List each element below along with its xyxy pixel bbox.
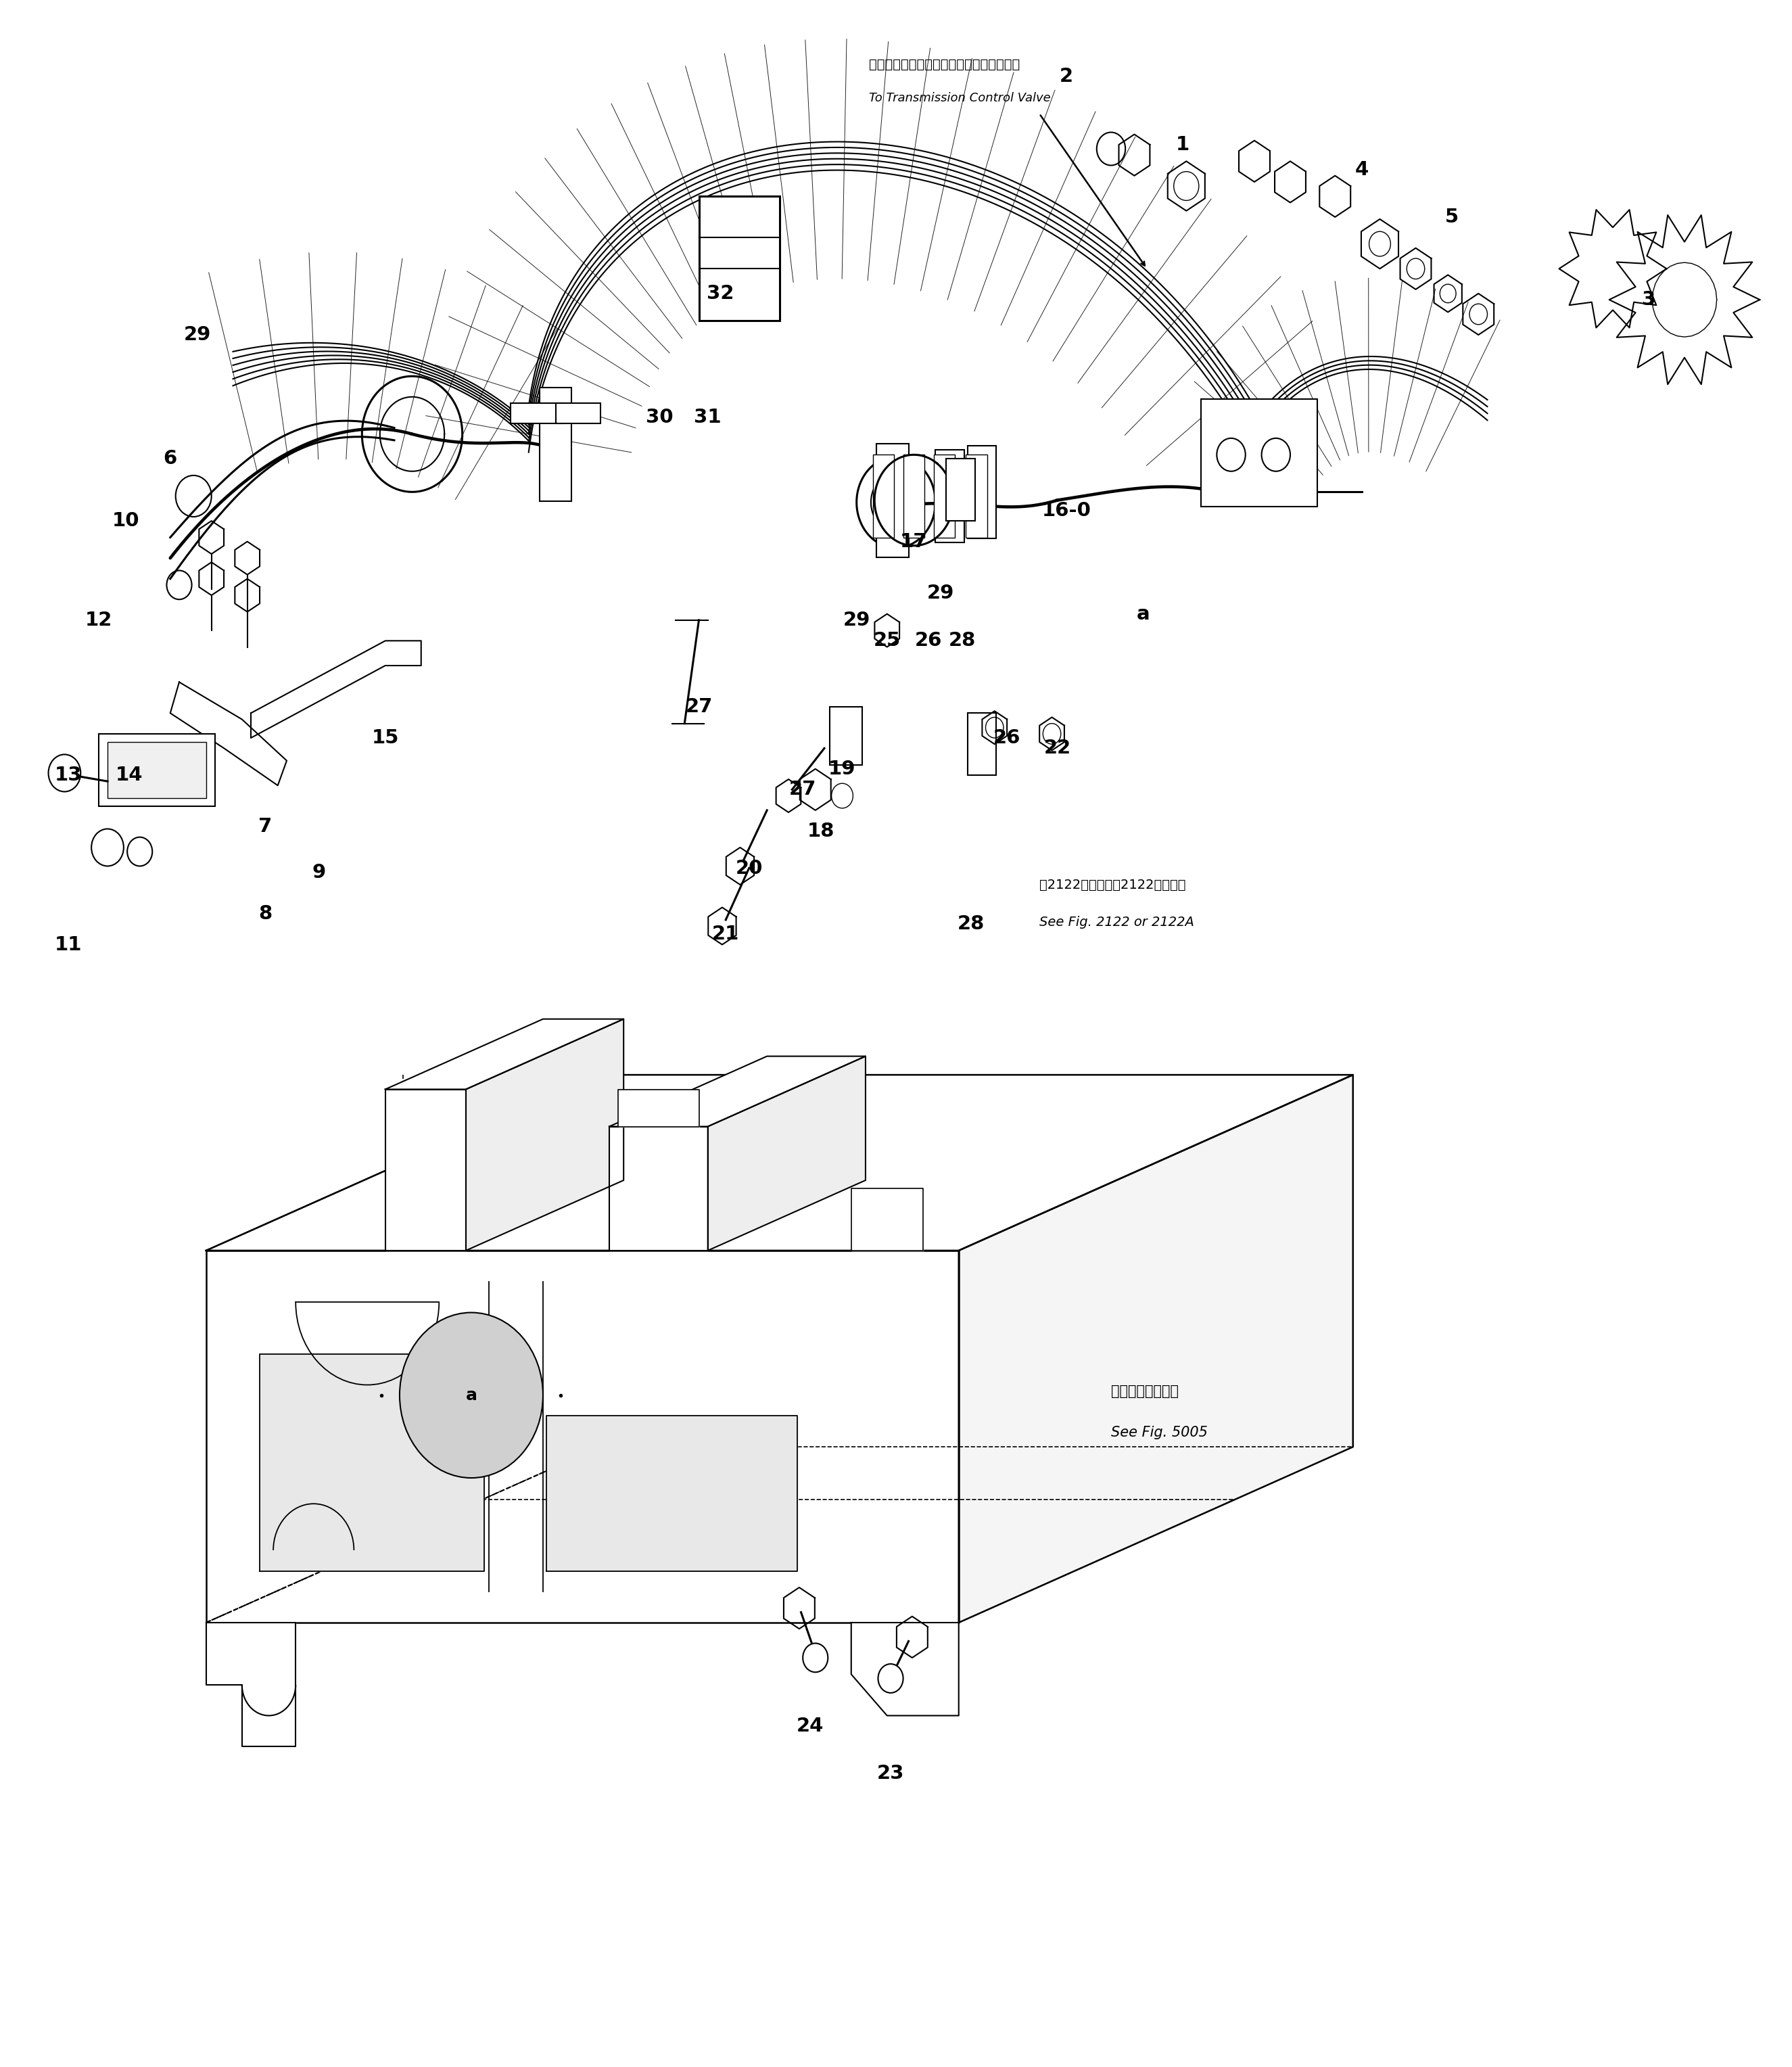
Text: 12: 12: [84, 610, 113, 630]
Text: 25: 25: [873, 630, 901, 651]
Text: 1: 1: [1176, 134, 1190, 155]
Text: 第2122図または第2122Ａ図参照: 第2122図または第2122Ａ図参照: [1039, 878, 1186, 891]
Circle shape: [400, 1313, 543, 1478]
Text: 24: 24: [796, 1716, 824, 1736]
Bar: [946, 459, 975, 521]
Text: 6: 6: [163, 449, 177, 469]
Bar: [903, 455, 925, 537]
Polygon shape: [609, 1127, 708, 1251]
Polygon shape: [260, 1354, 484, 1571]
Polygon shape: [170, 682, 287, 785]
Polygon shape: [206, 1251, 959, 1623]
Polygon shape: [385, 1019, 624, 1089]
Bar: [99, 734, 215, 806]
Text: 26: 26: [914, 630, 943, 651]
Polygon shape: [851, 1623, 959, 1716]
Text: 22: 22: [1043, 738, 1072, 759]
Text: 13: 13: [54, 765, 82, 785]
Text: 27: 27: [685, 697, 713, 717]
Polygon shape: [466, 1019, 624, 1251]
Text: 3: 3: [1641, 289, 1656, 310]
Text: 10: 10: [111, 511, 140, 531]
Text: 32: 32: [706, 283, 735, 304]
Text: 28: 28: [957, 914, 986, 934]
Polygon shape: [609, 1056, 866, 1127]
Text: 21: 21: [711, 924, 740, 945]
Bar: [830, 707, 862, 765]
Bar: [873, 455, 894, 537]
Text: 19: 19: [828, 759, 857, 779]
Polygon shape: [959, 1075, 1353, 1623]
Text: 14: 14: [115, 765, 143, 785]
Bar: [1201, 399, 1317, 506]
Text: 第５００５図参照: 第５００５図参照: [1111, 1385, 1179, 1397]
Text: 23: 23: [876, 1763, 905, 1784]
Text: 27: 27: [788, 779, 817, 800]
Polygon shape: [251, 641, 421, 738]
Circle shape: [803, 1643, 828, 1672]
Text: 29: 29: [842, 610, 871, 630]
Text: 15: 15: [371, 728, 400, 748]
Circle shape: [878, 1664, 903, 1693]
Polygon shape: [385, 1089, 466, 1251]
Bar: [699, 196, 780, 320]
Bar: [934, 455, 955, 537]
Text: 11: 11: [54, 934, 82, 955]
Bar: [968, 444, 996, 537]
Text: 5: 5: [1444, 207, 1459, 227]
Polygon shape: [1559, 209, 1667, 329]
Polygon shape: [708, 1056, 866, 1251]
Bar: [511, 403, 564, 424]
Text: To Transmission Control Valve: To Transmission Control Valve: [869, 91, 1050, 103]
Text: See Fig. 2122 or 2122A: See Fig. 2122 or 2122A: [1039, 916, 1193, 928]
Text: a: a: [1136, 604, 1150, 624]
Polygon shape: [618, 1089, 699, 1127]
Polygon shape: [206, 1623, 296, 1747]
Bar: [935, 449, 964, 542]
Text: 26: 26: [993, 728, 1021, 748]
Text: a: a: [466, 1387, 477, 1403]
Polygon shape: [547, 1416, 797, 1571]
Text: 29: 29: [926, 583, 955, 604]
Text: 18: 18: [806, 821, 835, 841]
Text: 28: 28: [948, 630, 977, 651]
Bar: [556, 403, 600, 424]
Polygon shape: [206, 1075, 1353, 1251]
Text: 17: 17: [900, 531, 928, 552]
Bar: [108, 742, 206, 798]
Text: 30: 30: [645, 407, 674, 428]
Text: 9: 9: [312, 862, 326, 883]
Text: 16-0: 16-0: [1041, 500, 1091, 521]
Text: 4: 4: [1355, 159, 1369, 180]
Text: 8: 8: [258, 903, 272, 924]
Text: 2: 2: [1059, 66, 1073, 87]
Text: トランスミッションコントロールバルブへ: トランスミッションコントロールバルブへ: [869, 58, 1020, 70]
Text: 29: 29: [183, 325, 211, 345]
Polygon shape: [1609, 215, 1760, 384]
Polygon shape: [851, 1189, 923, 1251]
Bar: [966, 455, 987, 537]
Text: See Fig. 5005: See Fig. 5005: [1111, 1426, 1208, 1439]
Text: 31: 31: [694, 407, 722, 428]
Bar: [968, 713, 996, 775]
Circle shape: [48, 754, 81, 792]
Text: 20: 20: [735, 858, 763, 878]
Bar: [876, 442, 909, 556]
Bar: [539, 389, 572, 500]
Text: 7: 7: [258, 816, 272, 837]
